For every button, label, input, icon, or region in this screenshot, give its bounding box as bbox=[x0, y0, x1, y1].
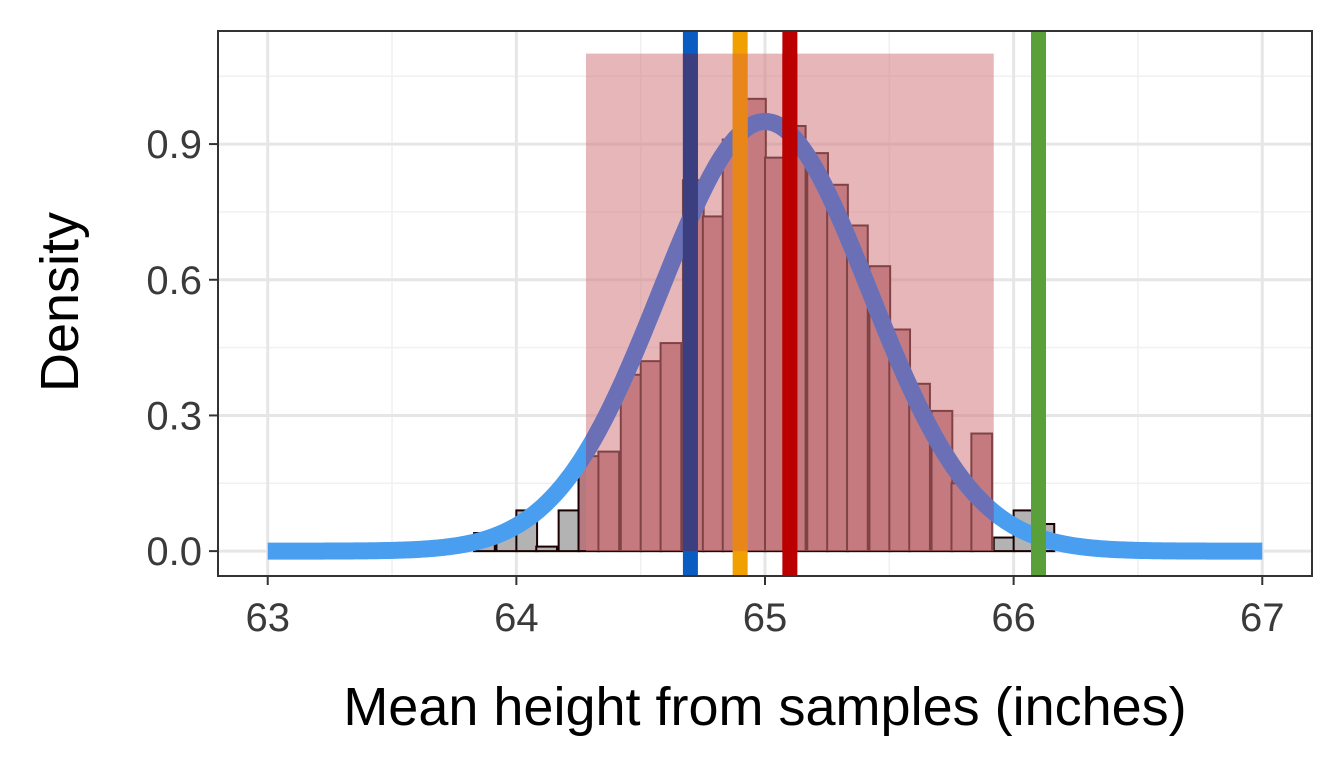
x-axis-title: Mean height from samples (inches) bbox=[343, 677, 1186, 737]
x-tick-label: 66 bbox=[991, 596, 1036, 640]
histogram-bar bbox=[557, 509, 581, 553]
y-tick-label: 0.6 bbox=[146, 259, 202, 303]
histogram-bar bbox=[535, 545, 558, 553]
x-tick-label: 64 bbox=[494, 596, 539, 640]
x-tick-label: 67 bbox=[1240, 596, 1285, 640]
axes: 63 64 65 66 67 0.0 0.3 0.6 0.9 bbox=[146, 30, 1313, 640]
density-curve-in-band bbox=[585, 113, 994, 523]
plot-content bbox=[218, 31, 1312, 576]
x-tick-label: 63 bbox=[245, 596, 290, 640]
y-tick-label: 0.3 bbox=[146, 394, 202, 438]
x-tick-label: 65 bbox=[743, 596, 788, 640]
histogram-bar bbox=[992, 536, 1016, 553]
y-tick-label: 0.9 bbox=[146, 123, 202, 167]
y-tick-label: 0.0 bbox=[146, 530, 202, 574]
y-axis-title: Density bbox=[30, 212, 90, 392]
plot-area bbox=[218, 31, 1312, 576]
